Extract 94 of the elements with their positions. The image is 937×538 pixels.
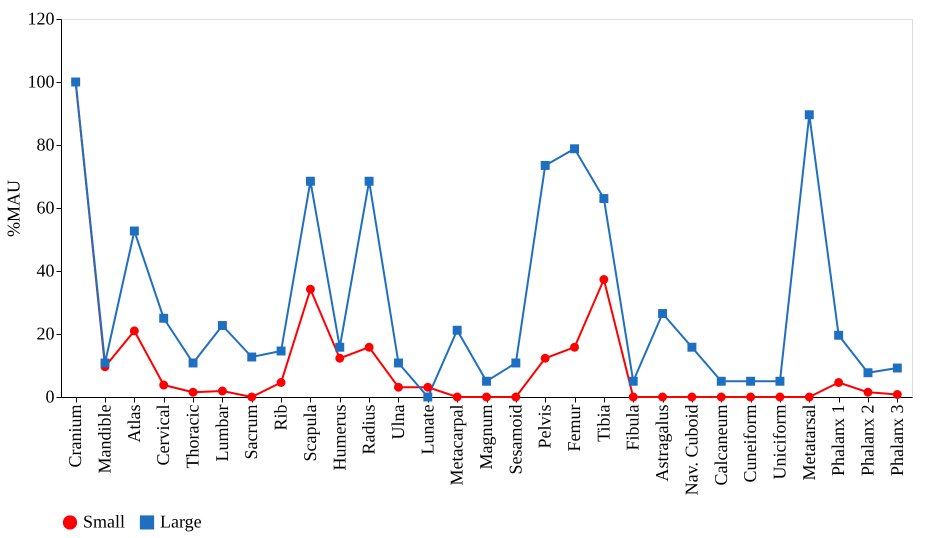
point [394, 382, 403, 392]
x-tick-label: Magnum [476, 404, 496, 470]
y-tick-label: 100 [28, 72, 54, 92]
point [247, 352, 256, 362]
point [159, 380, 168, 390]
point [864, 388, 872, 397]
point [276, 378, 286, 387]
x-tick-label: Cranium [65, 404, 86, 468]
point [628, 376, 638, 386]
point [658, 392, 668, 402]
x-tick-label: Radius [358, 404, 379, 455]
point [599, 194, 608, 204]
point [746, 392, 756, 402]
x-tick-label: Metacarpal [446, 404, 467, 486]
point [364, 342, 374, 352]
x-tick-label: Nav. Cuboid [681, 404, 702, 496]
point [775, 392, 784, 402]
point [687, 342, 696, 352]
x-tick-label: Phalanx 2 [857, 404, 878, 476]
y-tick-label: 60 [36, 198, 54, 218]
x-tick-label: Phalanx 1 [828, 404, 848, 476]
point [306, 176, 315, 186]
point [335, 342, 344, 352]
x-tick-label: Metatarsal [798, 404, 819, 480]
legend-label: Small [83, 511, 126, 532]
y-tick-label: 120 [28, 8, 54, 28]
y-tick-label: 0 [46, 386, 54, 406]
point [130, 226, 139, 236]
point [570, 144, 580, 154]
point [775, 376, 784, 386]
point [218, 386, 227, 396]
x-tick-label: Sesamoid [505, 404, 526, 474]
x-tick-label: Humerus [329, 404, 350, 470]
x-tick-label: Rib [270, 404, 291, 431]
point [394, 358, 403, 368]
point [335, 354, 344, 363]
point [130, 326, 139, 336]
point [746, 376, 756, 386]
x-tick-label: Tibia [593, 404, 614, 442]
x-tick-label: Femur [564, 404, 584, 452]
point [511, 358, 520, 368]
x-tick-label: Cuneiform [740, 404, 760, 482]
x-tick-label: Pelvis [534, 404, 555, 449]
point [540, 354, 550, 363]
point [423, 392, 432, 402]
x-tick-label: Lumbar [212, 404, 232, 462]
point [834, 330, 844, 340]
point [864, 368, 872, 378]
x-tick-label: Scapula [300, 404, 320, 462]
point [452, 326, 462, 335]
y-tick-label: 20 [36, 324, 54, 344]
x-tick-label: Phalanx 3 [886, 404, 907, 476]
x-tick-label: Mandible [94, 404, 115, 474]
y-tick-label: 80 [36, 134, 54, 154]
point [306, 284, 315, 294]
x-tick-label: Ulna [388, 404, 408, 440]
point [834, 378, 844, 387]
point [218, 321, 227, 330]
point [658, 309, 668, 318]
x-tick-label: Uniciform [769, 404, 790, 480]
point [892, 364, 902, 372]
x-tick-label: Astragalus [652, 404, 672, 482]
point [687, 392, 696, 402]
point [892, 390, 902, 399]
point [247, 392, 256, 402]
x-tick-label: Calcaneum [710, 404, 731, 486]
point [804, 110, 814, 120]
point [804, 392, 814, 402]
legend-label: Large [160, 511, 202, 532]
x-tick-label: Thoracic [182, 404, 203, 468]
x-tick-label: Sacrum [241, 404, 262, 460]
point [540, 161, 550, 170]
point [423, 382, 432, 392]
point [599, 275, 608, 284]
point [716, 376, 726, 386]
point [482, 392, 491, 402]
point [482, 376, 491, 386]
point [570, 342, 580, 352]
point [452, 392, 462, 402]
point [716, 392, 726, 402]
point [276, 346, 286, 356]
x-tick-label: Atlas [124, 404, 144, 442]
point [364, 176, 374, 186]
point [628, 392, 638, 402]
x-tick-label: Fibula [622, 404, 643, 451]
x-tick-label: Cervical [153, 404, 174, 466]
point [100, 358, 110, 368]
y-tick-label: 40 [36, 260, 54, 280]
point [511, 392, 520, 402]
point [188, 388, 198, 397]
point [188, 358, 198, 368]
point [159, 314, 168, 323]
x-tick-label: Lunate [417, 404, 438, 454]
y-axis-title: %MAU [4, 180, 24, 237]
